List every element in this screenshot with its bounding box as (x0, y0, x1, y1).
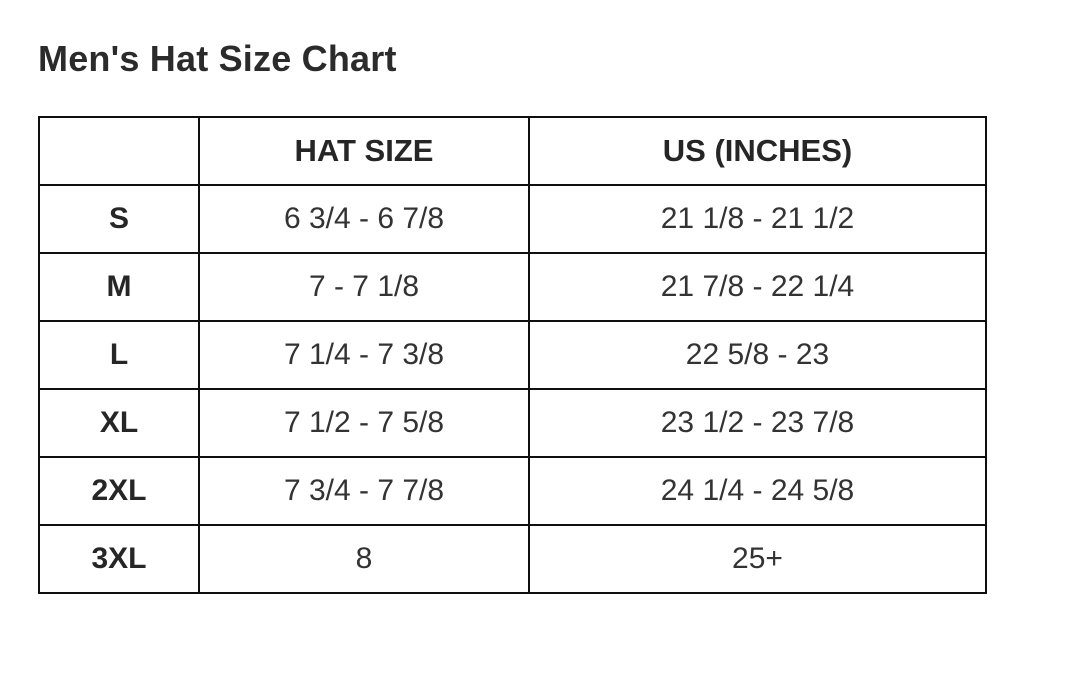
table-row: L 7 1/4 - 7 3/8 22 5/8 - 23 (38, 320, 987, 390)
table-body: S 6 3/4 - 6 7/8 21 1/8 - 21 1/2 M 7 - 7 … (38, 184, 987, 594)
us-inches-cell: 25+ (528, 524, 987, 594)
header-cell-us-inches: US (INCHES) (528, 116, 987, 186)
header-row: HAT SIZE US (INCHES) (38, 116, 987, 186)
table-row: 3XL 8 25+ (38, 524, 987, 594)
header-cell-blank (38, 116, 200, 186)
header-cell-hat-size: HAT SIZE (198, 116, 530, 186)
table-row: S 6 3/4 - 6 7/8 21 1/8 - 21 1/2 (38, 184, 987, 254)
us-inches-cell: 21 7/8 - 22 1/4 (528, 252, 987, 322)
size-cell: M (38, 252, 200, 322)
us-inches-cell: 21 1/8 - 21 1/2 (528, 184, 987, 254)
table-row: M 7 - 7 1/8 21 7/8 - 22 1/4 (38, 252, 987, 322)
size-cell: S (38, 184, 200, 254)
size-cell: 2XL (38, 456, 200, 526)
hat-size-cell: 8 (198, 524, 530, 594)
size-cell: 3XL (38, 524, 200, 594)
size-cell: L (38, 320, 200, 390)
us-inches-cell: 24 1/4 - 24 5/8 (528, 456, 987, 526)
table-row: 2XL 7 3/4 - 7 7/8 24 1/4 - 24 5/8 (38, 456, 987, 526)
page-title: Men's Hat Size Chart (38, 38, 397, 80)
us-inches-cell: 22 5/8 - 23 (528, 320, 987, 390)
table-header: HAT SIZE US (INCHES) (38, 116, 987, 186)
us-inches-cell: 23 1/2 - 23 7/8 (528, 388, 987, 458)
hat-size-cell: 7 - 7 1/8 (198, 252, 530, 322)
hat-size-cell: 7 1/2 - 7 5/8 (198, 388, 530, 458)
size-cell: XL (38, 388, 200, 458)
hat-size-cell: 6 3/4 - 6 7/8 (198, 184, 530, 254)
hat-size-cell: 7 1/4 - 7 3/8 (198, 320, 530, 390)
hat-size-cell: 7 3/4 - 7 7/8 (198, 456, 530, 526)
table-row: XL 7 1/2 - 7 5/8 23 1/2 - 23 7/8 (38, 388, 987, 458)
size-chart-table: HAT SIZE US (INCHES) S 6 3/4 - 6 7/8 21 … (38, 116, 987, 594)
